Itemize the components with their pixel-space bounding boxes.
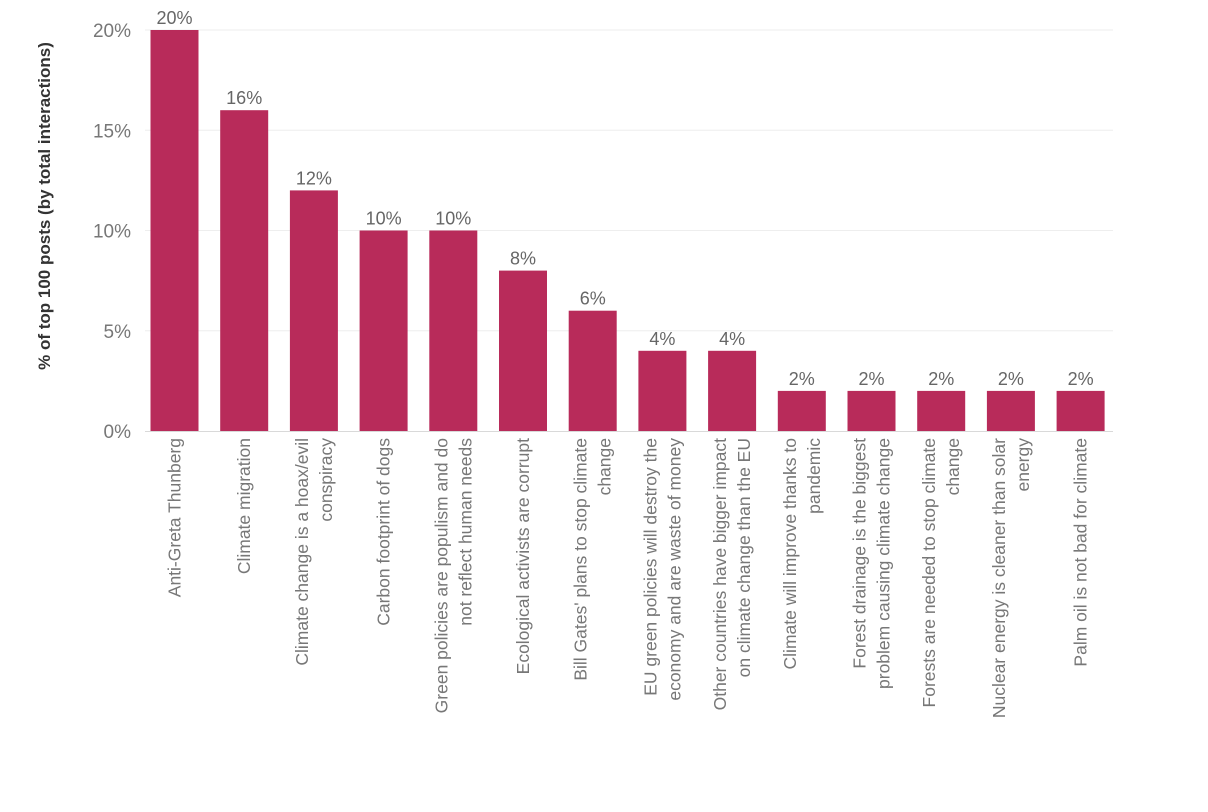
- data-label: 4%: [719, 329, 745, 349]
- x-axis-ticks: Anti-Greta Thunberg Climate migration Clim…: [165, 438, 1091, 718]
- data-label: 12%: [296, 168, 332, 188]
- x-tick-label: Forests are needed to stop climate: [919, 438, 939, 707]
- data-label: 10%: [366, 209, 402, 229]
- data-label: 16%: [226, 88, 262, 108]
- data-label: 2%: [998, 369, 1024, 389]
- x-tick-label: Bill Gates' plans to stop climate: [571, 438, 591, 681]
- data-label: 8%: [510, 249, 536, 269]
- bar: [568, 310, 617, 431]
- y-axis-label: % of top 100 posts (by total interaction…: [35, 42, 54, 370]
- x-tick-label: change: [595, 438, 615, 495]
- bar: [917, 390, 966, 431]
- data-label: 2%: [789, 369, 815, 389]
- y-tick-label: 20%: [93, 21, 131, 42]
- y-tick-label: 0%: [104, 422, 132, 443]
- x-tick-label: Climate change is a hoax/evil: [292, 438, 312, 666]
- bar: [1056, 390, 1105, 431]
- x-tick-label: problem causing climate change: [874, 438, 894, 689]
- x-tick-label: on climate change than the EU: [734, 438, 754, 677]
- data-label: 20%: [156, 8, 192, 28]
- data-label: 2%: [858, 369, 884, 389]
- y-axis-ticks: 0% 5% 10% 15% 20%: [93, 21, 131, 443]
- bar: [220, 110, 269, 431]
- x-tick-label: economy and are waste of money: [664, 438, 684, 701]
- x-tick-label: Nuclear energy is cleaner than solar: [989, 438, 1009, 718]
- x-tick-label: Climate will improve thanks to: [780, 438, 800, 669]
- bar: [708, 350, 757, 431]
- x-tick-label: conspiracy: [316, 438, 336, 522]
- data-label: 4%: [649, 329, 675, 349]
- y-tick-label: 15%: [93, 121, 131, 142]
- data-label: 10%: [435, 209, 471, 229]
- x-tick-label: energy: [1013, 438, 1033, 492]
- x-tick-label: Palm oil is not bad for climate: [1071, 438, 1091, 667]
- x-tick-label: Green policies are populism and do: [431, 438, 451, 713]
- bar: [429, 230, 478, 431]
- data-labels: 20% 16% 12% 10% 10% 8% 6% 4% 4% 2% 2% 2% 2% 2%: [156, 8, 1093, 389]
- x-tick-label: Carbon footprint of dogs: [374, 438, 394, 626]
- x-tick-label: Climate migration: [234, 438, 254, 574]
- y-tick-label: 5%: [104, 322, 132, 343]
- bar: [499, 270, 547, 431]
- x-tick-label: Ecological activists are corrupt: [513, 438, 533, 674]
- x-tick-label: change: [943, 438, 963, 495]
- y-tick-label: 10%: [93, 222, 131, 243]
- bar: [986, 390, 1035, 431]
- bar: [150, 30, 199, 431]
- bar: [638, 350, 687, 431]
- bar: [289, 190, 338, 431]
- x-tick-label: Anti-Greta Thunberg: [165, 438, 185, 597]
- bar: [777, 390, 826, 431]
- data-label: 6%: [580, 289, 606, 309]
- data-label: 2%: [928, 369, 954, 389]
- bar: [359, 230, 408, 431]
- x-tick-label: not reflect human needs: [455, 438, 475, 626]
- bar: [847, 390, 896, 431]
- x-tick-label: Other countries have bigger impact: [710, 438, 730, 710]
- x-tick-label: Forest drainage is the biggest: [850, 438, 870, 669]
- data-label: 2%: [1068, 369, 1094, 389]
- bars: [150, 30, 1105, 431]
- x-tick-label: pandemic: [804, 438, 824, 514]
- x-tick-label: EU green policies will destroy the: [640, 438, 660, 696]
